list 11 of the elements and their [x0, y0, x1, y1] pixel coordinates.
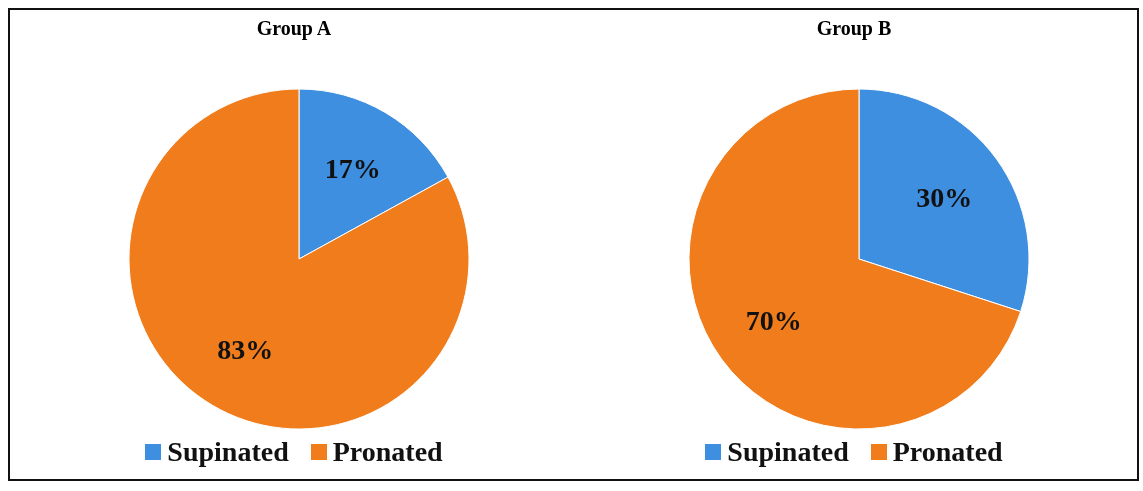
data-label: 83%: [217, 334, 274, 366]
legend-label: Pronated: [331, 436, 443, 468]
legend-label: Pronated: [891, 436, 1003, 468]
legend-label: Supinated: [166, 436, 289, 468]
chart-title: Group A: [255, 16, 333, 42]
data-label: 17%: [324, 152, 381, 184]
chart-title: Group B: [815, 16, 893, 42]
legend-label: Supinated: [726, 436, 849, 468]
pie-slice: [128, 88, 470, 430]
data-label: 70%: [745, 305, 802, 337]
data-label: 30%: [916, 181, 973, 213]
